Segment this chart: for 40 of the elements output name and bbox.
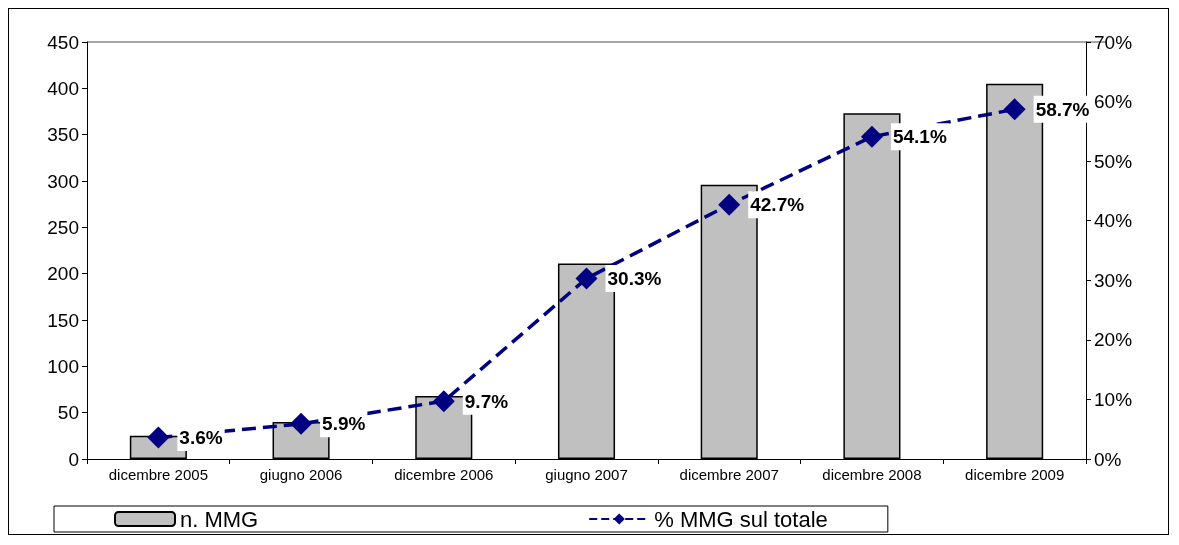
y-tick-label: 450	[47, 31, 79, 53]
y2-tick-label: 30%	[1094, 269, 1133, 291]
legend-label: n. MMG	[180, 506, 259, 532]
data-label: 9.7%	[464, 390, 509, 412]
data-label: 58.7%	[1035, 98, 1090, 120]
x-tick-label: dicembre 2008	[822, 466, 922, 483]
y2-tick-label: 40%	[1094, 210, 1133, 232]
data-label: 30.3%	[607, 268, 662, 289]
y-tick-label: 150	[47, 309, 79, 331]
x-tick-label: dicembre 2009	[965, 466, 1065, 483]
data-label: 5.9%	[322, 413, 366, 435]
y2-tick-label: 0%	[1094, 448, 1122, 470]
data-label: 42.7%	[750, 194, 805, 216]
y2-tick-label: 20%	[1094, 329, 1133, 351]
point	[1003, 98, 1026, 121]
y2-tick-label: 10%	[1094, 388, 1133, 410]
data-label: 54.1%	[892, 126, 947, 148]
y-tick-label: 300	[47, 170, 79, 192]
x-tick-label: giugno 2007	[545, 466, 628, 483]
x-tick-label: dicembre 2007	[679, 466, 779, 483]
point	[432, 390, 455, 413]
y-tick-label: 350	[47, 124, 79, 146]
point	[575, 267, 598, 290]
legend-label: % MMG sul totale	[654, 506, 828, 532]
y2-tick-label: 60%	[1094, 91, 1133, 113]
y-tick-label: 200	[47, 263, 79, 285]
data-label: 3.6%	[179, 427, 223, 449]
x-tick-label: dicembre 2006	[394, 466, 494, 483]
y-tick-label: 250	[47, 216, 79, 238]
x-tick-label: dicembre 2005	[108, 466, 208, 483]
point	[718, 193, 741, 216]
y-tick-label: 50	[57, 402, 79, 424]
point	[290, 412, 313, 435]
y-tick-label: 100	[47, 355, 79, 377]
x-tick-label: giugno 2006	[259, 466, 343, 483]
y2-tick-label: 70%	[1094, 31, 1133, 53]
point	[860, 125, 883, 148]
y2-tick-label: 50%	[1094, 150, 1133, 172]
y-tick-label: 400	[47, 77, 79, 99]
y-tick-label: 0	[68, 448, 79, 470]
